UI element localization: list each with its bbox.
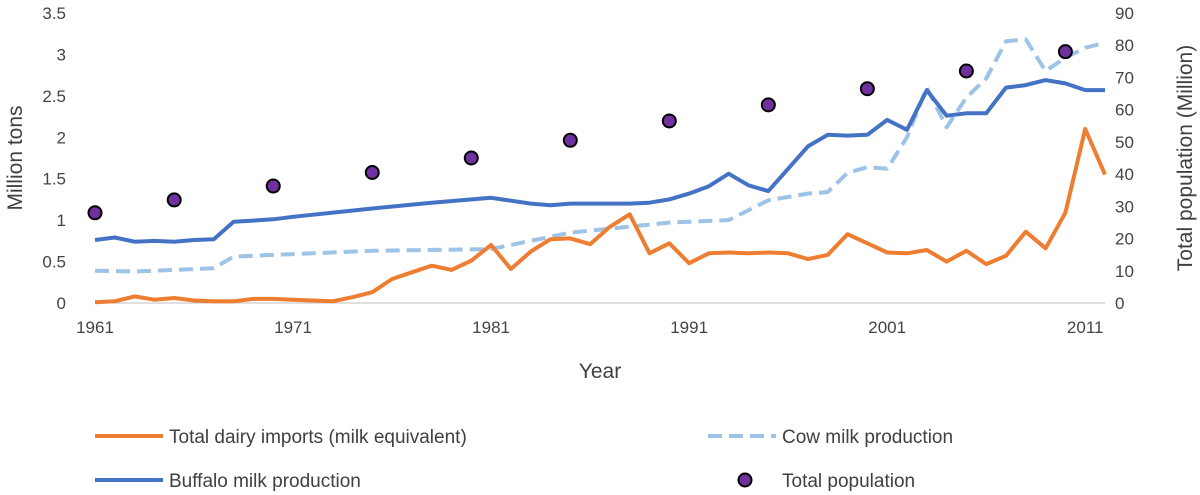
y2-tick-label: 30 (1115, 197, 1134, 216)
legend-marker (737, 472, 753, 488)
x-tick-label: 1981 (472, 318, 510, 337)
population-point (661, 113, 677, 129)
y2-tick-label: 70 (1115, 68, 1134, 87)
y2-tick-label: 50 (1115, 133, 1134, 152)
x-tick-label: 1961 (76, 318, 114, 337)
total-dairy-imports-milk-equivalent-line (94, 127, 1107, 305)
population-point (166, 192, 182, 208)
population-point (859, 81, 875, 97)
x-tick-label: 1991 (670, 318, 708, 337)
legend-label: Buffalo milk production (169, 471, 361, 492)
y-tick-label: 1 (57, 211, 66, 230)
legend-item-cow-milk-production: Cow milk production (708, 427, 953, 448)
population-point (760, 97, 776, 113)
y-tick-label: 0.5 (42, 253, 66, 272)
legend-item-total-dairy-imports-milk-equivalent: Total dairy imports (milk equivalent) (95, 427, 467, 448)
x-tick-label: 2011 (1067, 318, 1104, 337)
x-axis: 1961 1971 1981 1991 2001 2011 (76, 318, 1103, 337)
population-point (265, 178, 281, 194)
buffalo-milk-production-line (94, 78, 1105, 244)
plot-area (87, 37, 1107, 305)
y2-axis-title: Total population (Million) (1174, 45, 1197, 271)
y2-tick-label: 80 (1115, 36, 1134, 55)
y2-tick-label: 20 (1115, 230, 1134, 249)
right-y-axis: 0 10 20 30 40 50 60 70 80 90 (1115, 4, 1134, 313)
left-y-axis: 0 0.5 1 1.5 2 2.5 3 3.5 (42, 4, 66, 313)
legend: Total dairy imports (milk equivalent) Cow… (95, 427, 953, 492)
legend-label: Total dairy imports (milk equivalent) (169, 427, 467, 448)
legend-label: Total population (782, 471, 915, 492)
population-point (463, 150, 479, 166)
population-point (1057, 44, 1073, 60)
legend-item-total-population: Total population (737, 471, 915, 492)
total-population-series (87, 44, 1073, 221)
y-tick-label: 3.5 (42, 4, 66, 23)
x-tick-label: 2001 (868, 318, 906, 337)
legend-label: Cow milk production (782, 427, 953, 448)
y-tick-label: 2 (57, 128, 66, 147)
y-axis-title: Million tons (4, 105, 27, 210)
x-tick-label: 1971 (274, 318, 312, 337)
population-point (958, 63, 974, 79)
cow-milk-production-line (94, 37, 1106, 274)
y2-tick-label: 10 (1115, 262, 1134, 281)
y2-tick-label: 90 (1115, 4, 1134, 23)
population-point (562, 132, 578, 148)
population-point (87, 205, 103, 221)
y-tick-label: 0 (57, 294, 66, 313)
legend-item-buffalo-milk-production: Buffalo milk production (95, 471, 361, 492)
y-tick-label: 3 (57, 45, 66, 64)
x-axis-title: Year (579, 360, 621, 383)
y2-tick-label: 0 (1115, 294, 1124, 313)
y-tick-label: 2.5 (42, 87, 66, 106)
y2-tick-label: 60 (1115, 101, 1134, 120)
y2-tick-label: 40 (1115, 165, 1134, 184)
y-tick-label: 1.5 (42, 170, 66, 189)
population-point (364, 165, 380, 180)
